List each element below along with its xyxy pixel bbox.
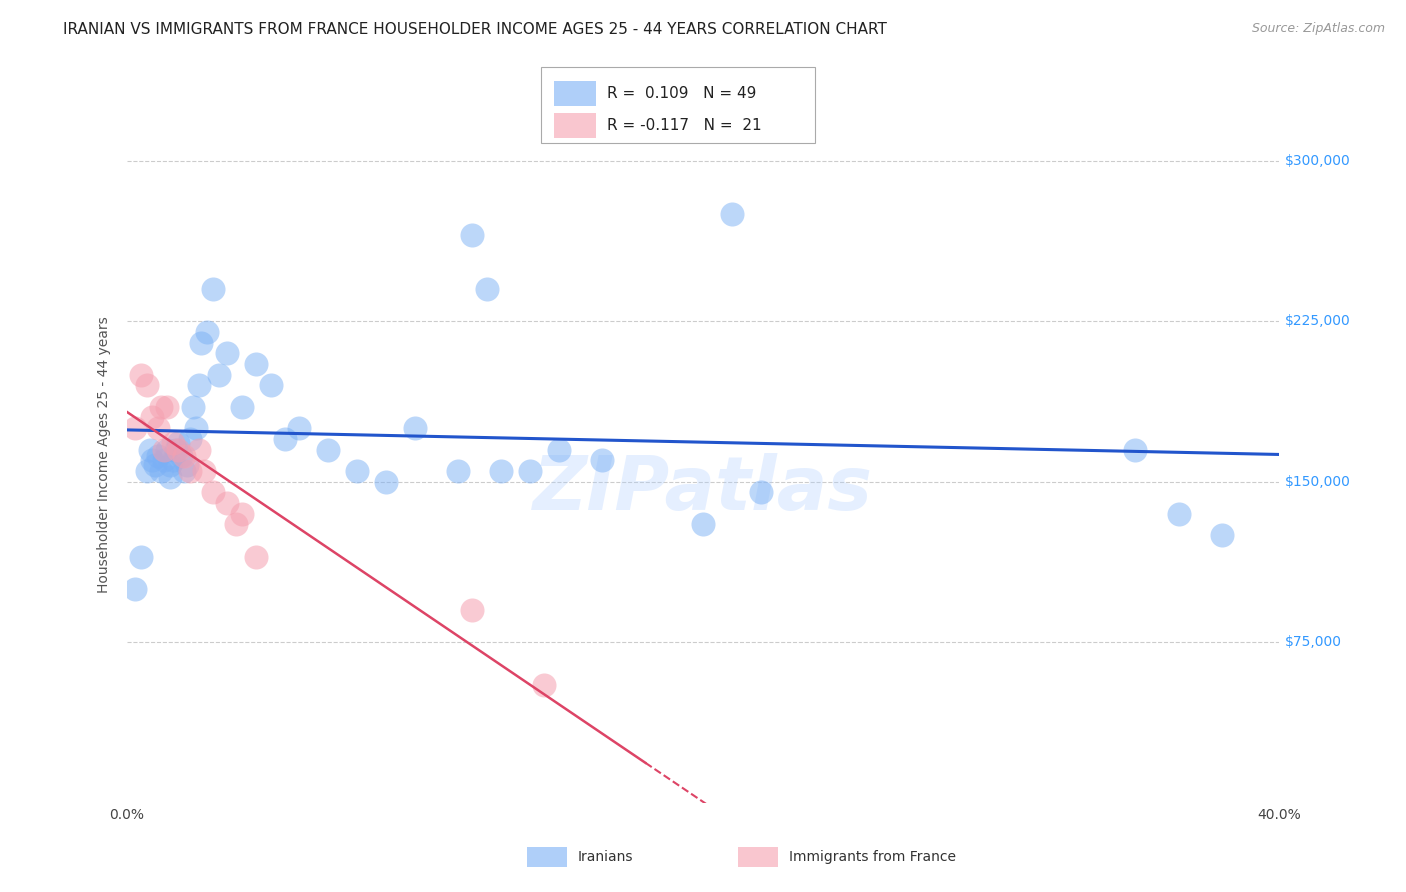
Point xyxy=(447,464,470,478)
Point xyxy=(225,517,247,532)
Point xyxy=(162,436,184,450)
Text: $150,000: $150,000 xyxy=(1285,475,1351,489)
Point xyxy=(162,453,184,467)
Point xyxy=(190,335,212,350)
Y-axis label: Householder Income Ages 25 - 44 years: Householder Income Ages 25 - 44 years xyxy=(97,317,111,593)
Point xyxy=(184,421,207,435)
Text: R = -0.117   N =  21: R = -0.117 N = 21 xyxy=(607,119,762,133)
Point xyxy=(245,357,267,371)
Point xyxy=(173,464,195,478)
Point xyxy=(193,464,215,478)
Point xyxy=(167,442,190,457)
Point xyxy=(489,464,512,478)
Point xyxy=(692,517,714,532)
Point xyxy=(245,549,267,564)
Point xyxy=(176,458,198,472)
Point xyxy=(141,453,163,467)
Point xyxy=(217,496,239,510)
Text: R =  0.109   N = 49: R = 0.109 N = 49 xyxy=(607,87,756,101)
Point xyxy=(374,475,398,489)
Text: Source: ZipAtlas.com: Source: ZipAtlas.com xyxy=(1251,22,1385,36)
Point xyxy=(202,282,225,296)
Point xyxy=(153,453,176,467)
Point xyxy=(148,421,170,435)
Point xyxy=(181,400,204,414)
Point xyxy=(150,400,173,414)
Point xyxy=(153,442,176,457)
Point xyxy=(129,368,152,382)
Point xyxy=(195,325,218,339)
Point xyxy=(475,282,498,296)
Point xyxy=(124,421,146,435)
Point xyxy=(720,207,742,221)
Point xyxy=(156,400,179,414)
Point xyxy=(187,442,209,457)
Point xyxy=(159,458,181,472)
Point xyxy=(1211,528,1233,542)
Point xyxy=(231,507,253,521)
Point xyxy=(208,368,231,382)
Text: ZIPatlas: ZIPatlas xyxy=(533,453,873,526)
Point xyxy=(259,378,281,392)
Text: IRANIAN VS IMMIGRANTS FROM FRANCE HOUSEHOLDER INCOME AGES 25 - 44 YEARS CORRELAT: IRANIAN VS IMMIGRANTS FROM FRANCE HOUSEH… xyxy=(63,22,887,37)
Point xyxy=(404,421,426,435)
Point xyxy=(129,549,152,564)
Point xyxy=(173,449,195,463)
Point xyxy=(170,449,193,463)
Point xyxy=(179,432,201,446)
Point xyxy=(150,464,173,478)
Point xyxy=(217,346,239,360)
Point xyxy=(141,410,163,425)
Point xyxy=(167,436,190,450)
Point xyxy=(179,464,201,478)
Point xyxy=(148,449,170,463)
Point xyxy=(145,458,166,472)
Text: $75,000: $75,000 xyxy=(1285,635,1343,649)
Point xyxy=(202,485,225,500)
Point xyxy=(138,442,160,457)
Point xyxy=(1123,442,1146,457)
Point xyxy=(274,432,297,446)
Point xyxy=(318,442,340,457)
Point xyxy=(135,378,157,392)
Point xyxy=(533,678,555,692)
Point xyxy=(187,378,209,392)
Point xyxy=(165,442,187,457)
Point xyxy=(591,453,613,467)
Point xyxy=(1167,507,1189,521)
Point xyxy=(156,442,179,457)
Point xyxy=(124,582,146,596)
Text: Iranians: Iranians xyxy=(578,850,633,864)
Point xyxy=(159,470,181,484)
Point xyxy=(231,400,253,414)
Text: $225,000: $225,000 xyxy=(1285,314,1351,328)
Point xyxy=(749,485,772,500)
Text: Immigrants from France: Immigrants from France xyxy=(789,850,956,864)
Point xyxy=(288,421,311,435)
Point xyxy=(548,442,571,457)
Point xyxy=(461,228,484,243)
Point xyxy=(135,464,157,478)
Text: $300,000: $300,000 xyxy=(1285,153,1351,168)
Point xyxy=(346,464,368,478)
Point xyxy=(519,464,541,478)
Point xyxy=(461,603,484,617)
